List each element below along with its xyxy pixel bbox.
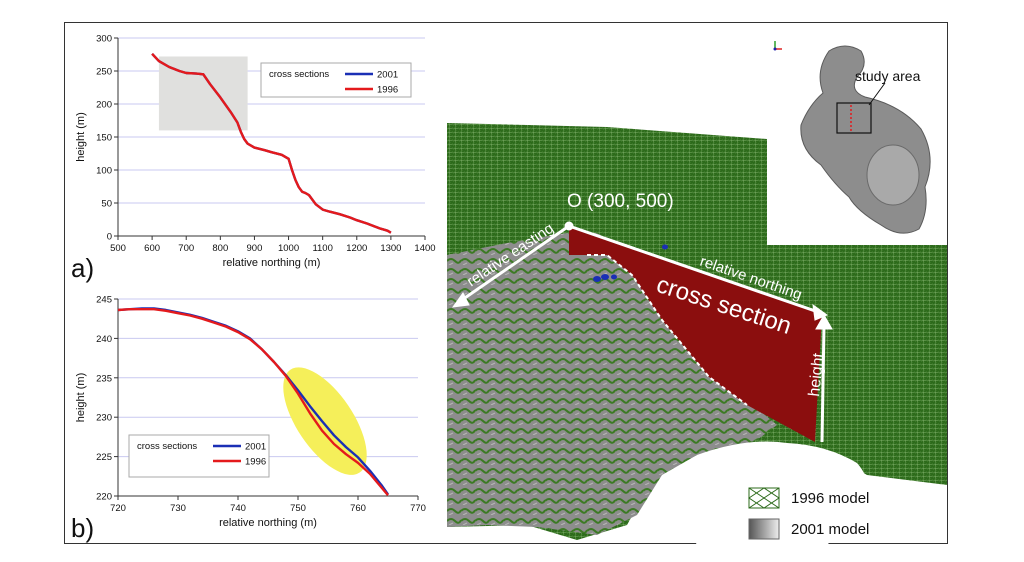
legend-label-2001: 2001	[377, 70, 398, 81]
x-tick-label: 1400	[414, 243, 435, 254]
panel-label-b: b)	[71, 513, 95, 543]
x-tick-label: 700	[178, 243, 194, 254]
y-tick-label: 220	[96, 492, 112, 503]
chart-b: 220 225 230 235 240 245 720 730 740 750 760 770 rela…	[75, 295, 426, 530]
study-area-box	[836, 102, 872, 134]
terrain-2001-area	[447, 233, 777, 535]
y-tick-label: 150	[96, 133, 112, 144]
chart-a: 0 50 100 150 200 250 300 500 600 700 800 900 1000 110…	[75, 34, 436, 270]
y-tick-label: 200	[96, 100, 112, 111]
cross-section-plane	[569, 225, 822, 442]
x-tick-label: 800	[212, 243, 228, 254]
y-tick-label: 300	[96, 34, 112, 45]
legend-label-1996: 1996	[245, 457, 266, 468]
study-area-label: study area	[855, 68, 921, 84]
legend-box	[128, 434, 270, 478]
series-line-1996	[117, 308, 389, 496]
figure-frame: 0 50 100 150 200 250 300 500 600 700 800 900 1000 110…	[64, 22, 948, 545]
x-tick-label: 1100	[312, 243, 332, 254]
x-tick-label: 770	[410, 503, 426, 514]
y-tick-label: 100	[96, 166, 112, 177]
x-tick-label: 900	[247, 243, 263, 254]
series-line-1996	[151, 52, 392, 234]
x-tick-label: 500	[110, 243, 126, 254]
y-tick-label: 50	[101, 199, 112, 210]
x-tick-label: 720	[110, 503, 126, 514]
y-axis-label: height (m)	[75, 373, 87, 423]
x-tick-label: 1000	[278, 243, 299, 254]
model-legend: 1996 model 2001 model	[748, 487, 869, 540]
x-axis-label: relative northing (m)	[219, 517, 317, 529]
legend-box	[260, 62, 412, 98]
island-inset-map: study area	[773, 41, 931, 234]
legend-1996-model: 1996 model	[791, 490, 869, 507]
x-tick-label: 740	[230, 503, 246, 514]
origin-label: O (300, 500)	[567, 191, 674, 212]
x-axis-label: relative northing (m)	[223, 257, 321, 269]
x-tick-label: 760	[350, 503, 366, 514]
compass-icon	[773, 41, 782, 51]
y-tick-label: 250	[96, 67, 112, 78]
panel-label-a: a)	[71, 253, 95, 283]
terrain-scene: O (300, 500) relative easting relative n…	[447, 123, 947, 545]
y-tick-label: 230	[96, 413, 112, 424]
y-axis-label: height (m)	[75, 112, 87, 162]
x-tick-label: 600	[144, 243, 160, 254]
x-tick-label: 750	[290, 503, 306, 514]
legend-title: cross sections	[269, 69, 329, 80]
legend-title: cross sections	[137, 441, 197, 452]
y-tick-label: 235	[96, 373, 112, 384]
legend-label-2001: 2001	[245, 442, 266, 453]
legend-2001-model: 2001 model	[791, 521, 869, 538]
x-tick-label: 1200	[346, 243, 367, 254]
x-tick-label: 1300	[380, 243, 401, 254]
y-tick-label: 0	[107, 232, 112, 243]
x-tick-label: 730	[170, 503, 186, 514]
y-tick-label: 240	[96, 334, 112, 345]
y-tick-label: 225	[96, 452, 112, 463]
y-tick-label: 245	[96, 295, 112, 306]
axis-arrows	[451, 221, 833, 443]
height-label: height	[806, 352, 828, 398]
legend-label-1996: 1996	[377, 85, 398, 96]
